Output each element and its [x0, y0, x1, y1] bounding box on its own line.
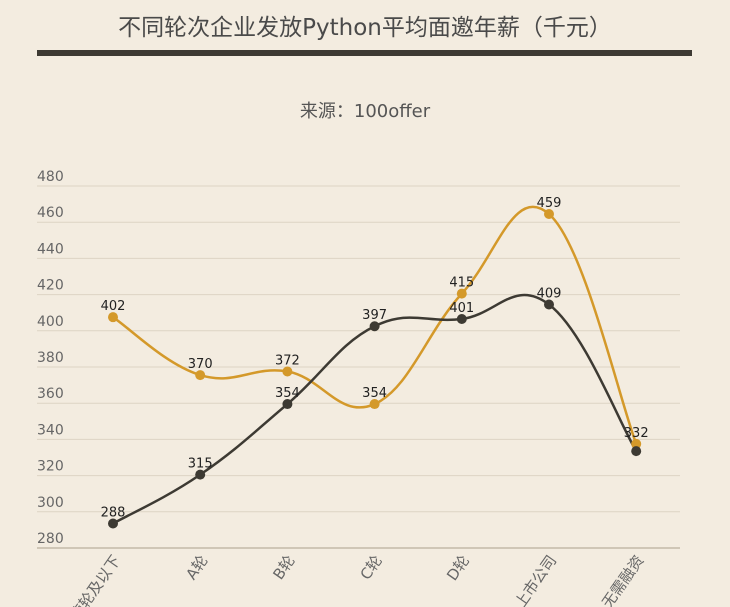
x-tick-label: D轮 — [443, 552, 473, 584]
y-tick-label: 420 — [37, 278, 64, 294]
data-label: 372 — [275, 353, 300, 368]
y-tick-label: 340 — [37, 422, 64, 438]
data-point — [195, 469, 206, 480]
chart-subtitle: 来源：100offer — [299, 101, 431, 122]
data-label: 354 — [362, 386, 387, 401]
y-tick-label: 300 — [37, 495, 64, 511]
data-point — [108, 312, 118, 323]
x-tick-label: 天使轮及以下 — [58, 552, 124, 607]
data-label: 415 — [449, 276, 474, 291]
data-point — [195, 370, 206, 381]
data-point — [456, 288, 467, 299]
data-point — [282, 399, 293, 410]
y-tick-label: 280 — [37, 531, 64, 547]
data-label: 397 — [362, 308, 387, 323]
data-point — [369, 399, 380, 410]
data-label: 370 — [188, 357, 213, 372]
x-tick-label: 上市公司 — [511, 552, 560, 607]
data-label: 315 — [188, 457, 213, 472]
data-label: 332 — [624, 426, 649, 441]
x-tick-label: A轮 — [182, 552, 211, 583]
x-tick-label: C轮 — [357, 552, 386, 583]
data-label: 459 — [537, 196, 562, 211]
data-point — [456, 313, 467, 324]
y-tick-label: 380 — [37, 350, 64, 366]
y-tick-label: 320 — [37, 459, 64, 475]
data-point — [631, 438, 642, 449]
data-point — [369, 321, 380, 332]
data-point — [282, 366, 293, 377]
y-tick-label: 440 — [37, 241, 64, 257]
chart-title: 不同轮次企业发放Python平均面邀年薪（千元） — [118, 15, 612, 41]
data-label: 288 — [101, 506, 126, 521]
title-underline — [37, 50, 692, 56]
data-point — [544, 209, 554, 220]
data-label: 354 — [275, 386, 300, 401]
data-label: 401 — [449, 301, 474, 316]
x-tick-label: B轮 — [269, 552, 298, 583]
y-tick-label: 480 — [37, 169, 64, 185]
data-label: 409 — [537, 287, 562, 302]
data-point — [544, 299, 554, 310]
x-tick-label: 无需融资 — [598, 552, 647, 607]
data-point — [631, 446, 642, 457]
data-point — [108, 518, 118, 529]
series-line — [112, 205, 638, 445]
data-label: 402 — [101, 299, 126, 314]
y-tick-label: 460 — [37, 205, 64, 221]
y-tick-label: 400 — [37, 314, 64, 330]
y-tick-label: 360 — [37, 386, 64, 402]
